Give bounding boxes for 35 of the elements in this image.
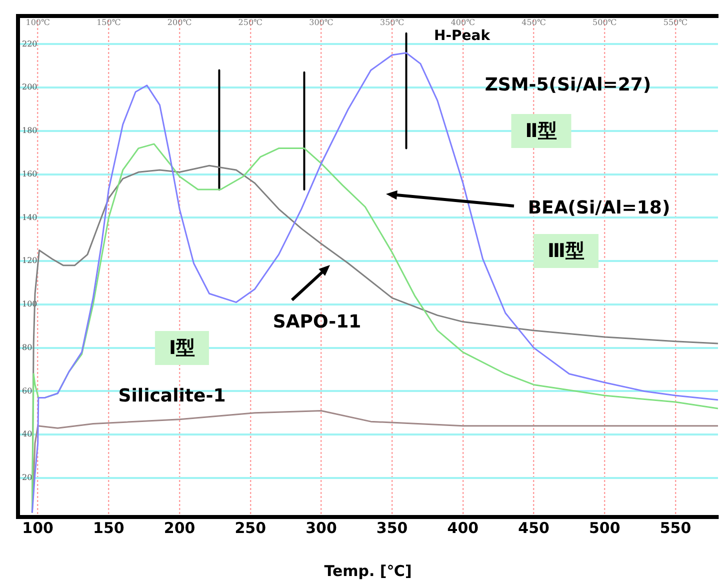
- x2-tick-label: 500℃: [592, 18, 617, 27]
- y-tick-label: 100: [22, 300, 38, 309]
- x-tick-label: 150: [93, 518, 124, 537]
- annotation: Silicalite-1: [118, 386, 226, 406]
- x2-tick-label: 400℃: [450, 18, 476, 27]
- x2-tick-label: 200℃: [167, 18, 192, 27]
- y-tick-label: 140: [22, 212, 38, 222]
- x2-tick-label: 250℃: [238, 18, 263, 27]
- x-tick-label: 450: [518, 518, 550, 537]
- x-tick-label: 300: [306, 518, 337, 537]
- y-tick-label: 40: [22, 430, 32, 439]
- y-tick-label: 200: [22, 82, 38, 92]
- x-tick-label: 550: [660, 518, 692, 537]
- x-tick-label: 400: [447, 518, 479, 537]
- x-axis-title: Temp. [℃]: [324, 562, 412, 580]
- annotation: ZSM-5(Si/Al=27): [484, 74, 652, 96]
- x2-tick-label: 350℃: [380, 18, 404, 27]
- x2-tick-label: 550℃: [663, 18, 688, 27]
- x2-tick-label: 300℃: [309, 18, 334, 27]
- x2-tick-label: 150℃: [96, 18, 121, 27]
- y-tick-label: 60: [22, 386, 32, 396]
- x-tick-label: 250: [234, 518, 266, 537]
- y-tick-label: 120: [22, 256, 38, 266]
- annotation: Ⅲ型: [534, 234, 598, 268]
- x-tick-label: 200: [164, 518, 196, 537]
- x2-tick-label: 100℃: [26, 18, 50, 27]
- y-tick-label: 220: [22, 39, 38, 48]
- annotation: SAPO-11: [272, 312, 362, 332]
- x2-tick-label: 450℃: [522, 18, 546, 27]
- annotation: Ⅰ型: [154, 331, 210, 365]
- x-tick-label: 350: [376, 518, 408, 537]
- annotation: H-Peak: [434, 28, 490, 44]
- x-tick-label: 500: [588, 518, 620, 537]
- annotation: Ⅱ型: [511, 114, 571, 148]
- annotation: BEA(Si/Al=18): [528, 198, 670, 218]
